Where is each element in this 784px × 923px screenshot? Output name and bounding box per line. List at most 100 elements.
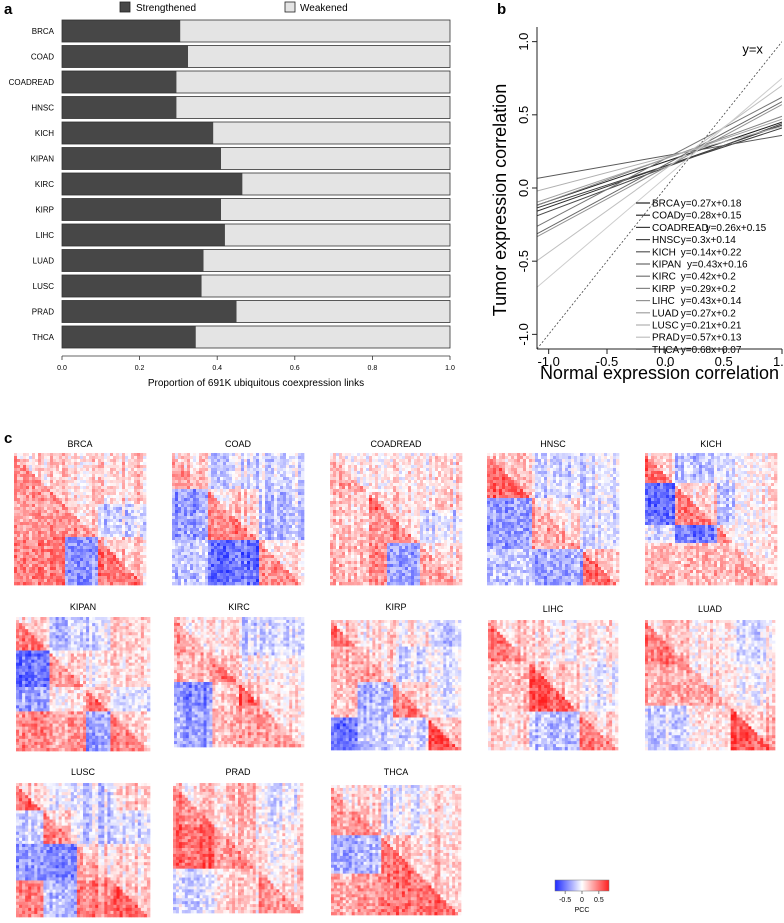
heatmap-cell bbox=[140, 534, 143, 537]
heatmap-cell bbox=[116, 471, 119, 474]
heatmap-cell bbox=[89, 465, 92, 468]
heatmap-cell bbox=[56, 549, 59, 552]
heatmap-cell bbox=[89, 462, 92, 465]
heatmap-cell bbox=[83, 513, 86, 516]
heatmap-cell bbox=[134, 522, 137, 525]
heatmap-cell bbox=[23, 480, 26, 483]
heatmap-cell bbox=[71, 474, 74, 477]
heatmap-cell bbox=[77, 546, 80, 549]
heatmap-cell bbox=[143, 501, 146, 504]
heatmap-cell bbox=[92, 531, 95, 534]
heatmap-cell bbox=[23, 495, 26, 498]
heatmap-cell bbox=[128, 522, 131, 525]
heatmap-cell bbox=[68, 501, 71, 504]
heatmap-cell bbox=[71, 489, 74, 492]
heatmap-cell bbox=[101, 516, 104, 519]
heatmap-cell bbox=[47, 462, 50, 465]
heatmap-cell bbox=[29, 489, 32, 492]
legend-equation-lusc: y=0.21x+0.21 bbox=[681, 321, 742, 332]
heatmap-cell bbox=[41, 537, 44, 540]
heatmap-cell bbox=[80, 543, 83, 546]
heatmap-cell bbox=[83, 477, 86, 480]
heatmap-cell bbox=[128, 561, 131, 564]
heatmap-cell bbox=[53, 507, 56, 510]
heatmap-cell bbox=[89, 516, 92, 519]
heatmap-cell bbox=[14, 492, 17, 495]
heatmap-cell bbox=[83, 471, 86, 474]
heatmap-cell bbox=[14, 561, 17, 564]
heatmap-cell bbox=[38, 480, 41, 483]
heatmap-cell bbox=[74, 558, 77, 561]
heatmap-cell bbox=[137, 549, 140, 552]
heatmap-cell bbox=[74, 555, 77, 558]
heatmap-cell bbox=[74, 474, 77, 477]
heatmap-cell bbox=[116, 522, 119, 525]
heatmap-cell bbox=[107, 510, 110, 513]
category-label-kipan: KIPAN bbox=[31, 155, 55, 164]
heatmap-cell bbox=[41, 534, 44, 537]
heatmap-cell bbox=[110, 564, 113, 567]
panel-label-b: b bbox=[497, 1, 506, 18]
heatmap-cell bbox=[23, 474, 26, 477]
heatmap-cell bbox=[122, 498, 125, 501]
heatmap-cell bbox=[14, 552, 17, 555]
legend-equation-kirp: y=0.29x+0.2 bbox=[681, 284, 736, 295]
heatmap-cell bbox=[35, 483, 38, 486]
heatmap-cell bbox=[89, 480, 92, 483]
heatmap-cell bbox=[98, 453, 101, 456]
heatmap-cell bbox=[113, 540, 116, 543]
heatmap-cell bbox=[32, 510, 35, 513]
heatmap-cell bbox=[110, 546, 113, 549]
heatmap-cell bbox=[140, 465, 143, 468]
heatmap-cell bbox=[65, 507, 68, 510]
heatmap-cell bbox=[23, 498, 26, 501]
heatmap-cell bbox=[38, 489, 41, 492]
heatmap-cell bbox=[137, 477, 140, 480]
heatmap-cell bbox=[38, 549, 41, 552]
heatmap-cell bbox=[56, 519, 59, 522]
heatmap-cell bbox=[125, 519, 128, 522]
heatmap-cell bbox=[140, 522, 143, 525]
category-label-lusc: LUSC bbox=[33, 282, 55, 291]
heatmap-cell bbox=[143, 510, 146, 513]
heatmap-cell bbox=[74, 519, 77, 522]
heatmap-cell bbox=[23, 504, 26, 507]
heatmap-cell bbox=[143, 531, 146, 534]
y-tick-label: -1.0 bbox=[516, 323, 531, 345]
heatmap-cell bbox=[56, 504, 59, 507]
heatmap-brca: BRCA bbox=[14, 439, 146, 585]
heatmap-cell bbox=[71, 459, 74, 462]
heatmap-cell bbox=[143, 543, 146, 546]
heatmap-cell bbox=[107, 465, 110, 468]
heatmap-cell bbox=[29, 480, 32, 483]
heatmap-cell bbox=[59, 507, 62, 510]
bar-strengthened-lusc bbox=[62, 275, 202, 297]
heatmap-cell bbox=[119, 459, 122, 462]
heatmap-cell bbox=[59, 558, 62, 561]
heatmap-cell bbox=[134, 465, 137, 468]
panel-label-a: a bbox=[4, 1, 13, 18]
heatmap-cell bbox=[44, 486, 47, 489]
heatmap-cell bbox=[104, 483, 107, 486]
heatmap-cell bbox=[65, 474, 68, 477]
heatmap-cell bbox=[44, 519, 47, 522]
heatmap-cell bbox=[95, 525, 98, 528]
heatmap-cell bbox=[89, 558, 92, 561]
heatmap-cell bbox=[89, 540, 92, 543]
heatmap-cell bbox=[53, 468, 56, 471]
bar-weakened-kirp bbox=[221, 199, 450, 221]
heatmap-cell bbox=[137, 462, 140, 465]
heatmap-cell bbox=[71, 504, 74, 507]
bar-strengthened-coad bbox=[62, 46, 188, 68]
heatmap-cell bbox=[65, 471, 68, 474]
heatmap-cell bbox=[20, 543, 23, 546]
heatmap-cell bbox=[53, 495, 56, 498]
heatmap-cell bbox=[26, 465, 29, 468]
heatmap-cell bbox=[71, 555, 74, 558]
bar-strengthened-thca bbox=[62, 326, 196, 348]
heatmap-cell bbox=[95, 543, 98, 546]
heatmap-cell bbox=[113, 552, 116, 555]
heatmap-cell bbox=[38, 507, 41, 510]
heatmap-cell bbox=[89, 522, 92, 525]
heatmap-cell bbox=[35, 528, 38, 531]
